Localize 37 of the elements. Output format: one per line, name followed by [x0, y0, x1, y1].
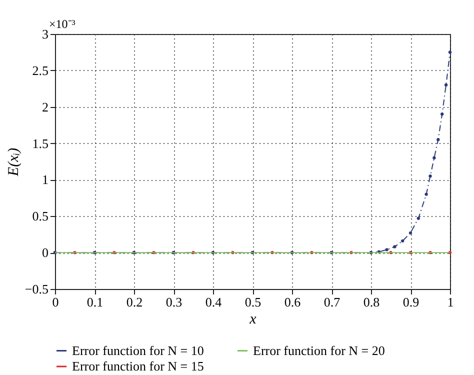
point: [401, 239, 404, 242]
point: [432, 156, 436, 160]
legend-label: Error function for N = 20: [253, 342, 385, 358]
y-tick-label: 0: [42, 245, 48, 260]
point: [424, 192, 428, 196]
x-tick-label: 1: [447, 294, 454, 310]
legend-label: Error function for N = 15: [72, 358, 204, 374]
y-tick-label: 2.5: [32, 62, 48, 78]
point: [428, 174, 432, 178]
point: [408, 231, 412, 234]
x-tick-label: 0.8: [363, 294, 380, 310]
point: [448, 50, 452, 54]
point: [385, 248, 388, 252]
x-tick-label: 0.7: [324, 294, 341, 310]
y-axis-title: E(xᵢ): [6, 148, 22, 178]
y-tick-label: 2: [42, 99, 48, 114]
legend-label: Error function for N = 10: [72, 342, 204, 358]
text: ×10⁻³: [49, 17, 76, 31]
x-axis-title: x: [248, 312, 257, 328]
point: [436, 138, 440, 142]
x-tick-label: 0.9: [402, 294, 420, 310]
x-tick-label: 0: [52, 294, 59, 310]
point: [440, 112, 444, 116]
x-tick-label: 0.6: [284, 294, 302, 310]
x-tick-label: 0.2: [126, 294, 143, 310]
x-tick-label: 0.1: [86, 294, 104, 310]
y-tick-label: 3: [42, 26, 48, 42]
y-tick-label: 1: [42, 172, 48, 188]
y-tick-label: 0.5: [32, 208, 48, 224]
point: [416, 216, 420, 220]
x-tick-label: 0.4: [205, 294, 222, 310]
x-tick-label: 0.5: [244, 294, 262, 310]
y-tick-label: −0.5: [24, 282, 48, 296]
x-tick-label: 0.3: [166, 294, 182, 310]
point: [444, 83, 448, 87]
y-tick-label: 1.5: [32, 136, 48, 151]
point: [393, 245, 396, 248]
